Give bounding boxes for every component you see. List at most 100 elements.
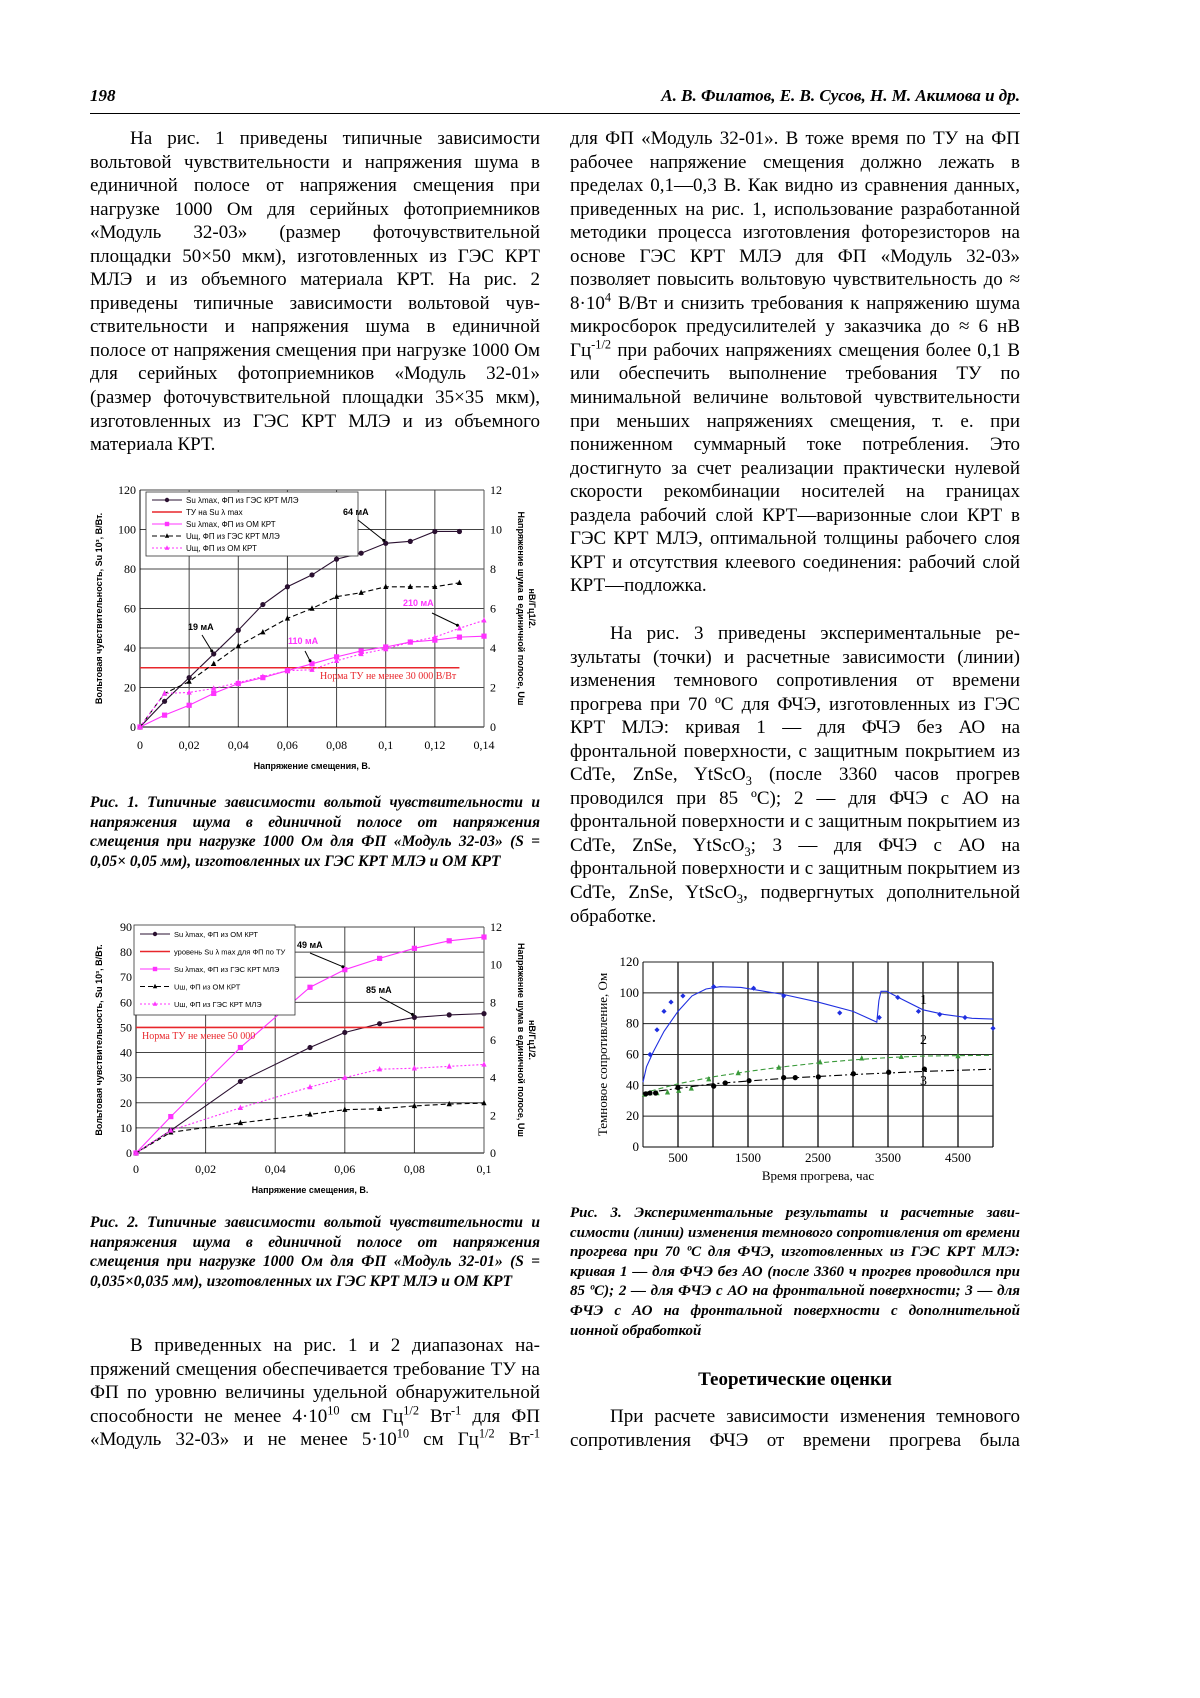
data-point-circle xyxy=(152,931,158,937)
data-point-triangle xyxy=(411,1102,417,1109)
data-point-triangle xyxy=(481,617,487,623)
text-run: В/Вт и снизить требо­вания к напряжению … xyxy=(570,292,1020,361)
data-point-triangle xyxy=(859,1055,865,1061)
data-point-triangle xyxy=(776,1064,782,1070)
data-point-triangle xyxy=(377,1065,383,1072)
series-line xyxy=(642,1068,994,1094)
y-tick-label: 90 xyxy=(120,920,132,934)
data-point-triangle xyxy=(817,1059,823,1065)
superscript: 1/2 xyxy=(403,1403,420,1418)
data-point-circle xyxy=(456,528,463,535)
data-point-circle xyxy=(886,1069,892,1075)
superscript: -1 xyxy=(529,1426,541,1441)
header-divider xyxy=(90,113,1020,114)
data-point-circle xyxy=(307,1044,313,1051)
data-point-circle xyxy=(235,627,241,633)
data-point-circle xyxy=(781,1075,787,1081)
annotation-arrow xyxy=(304,650,311,662)
y2-tick-label: 0 xyxy=(490,720,496,734)
y-tick-label: 20 xyxy=(124,681,136,695)
data-point-triangle xyxy=(898,1053,904,1060)
data-point-triangle xyxy=(137,723,143,730)
x-tick-label: 0 xyxy=(137,738,143,752)
text-run: При расчете зависимости изменения темнов… xyxy=(570,1406,1020,1451)
legend-label: Uщ, ФП из ОМ КРТ xyxy=(186,544,257,553)
x-tick-label: 0,06 xyxy=(334,1162,355,1176)
curve-label: 1 xyxy=(920,993,927,1008)
data-point-triangle xyxy=(333,657,340,664)
data-point-triangle xyxy=(284,667,291,673)
data-point-triangle xyxy=(152,983,158,989)
data-point-triangle xyxy=(152,1001,158,1006)
data-point-triangle xyxy=(358,650,364,657)
data-point-diamond xyxy=(654,1027,660,1033)
y2-tick-label: 10 xyxy=(490,958,502,972)
data-point-circle xyxy=(260,601,266,608)
data-point-triangle xyxy=(133,1149,139,1156)
y2-axis-title: Напряжение шума в единичной полосе, Uш xyxy=(516,943,526,1137)
data-point-triangle xyxy=(735,1069,741,1076)
annotation-label: 64 мА xyxy=(343,507,369,517)
data-point-diamond xyxy=(876,1014,882,1021)
data-point-triangle xyxy=(481,1061,487,1067)
data-point-circle xyxy=(432,528,438,535)
series-line xyxy=(642,1054,994,1094)
data-point-square xyxy=(432,637,438,643)
annotation-label: Норма ТУ не менее 50 000 xyxy=(142,1031,255,1042)
series-line xyxy=(139,530,460,728)
x-tick-label: 0,08 xyxy=(404,1162,425,1176)
data-point-square xyxy=(237,1044,243,1051)
y-tick-label: 40 xyxy=(124,641,136,655)
data-point-triangle xyxy=(688,1085,694,1091)
text-run: ; 3 — для ФЧЭ с АО на фронтальной поверх… xyxy=(570,834,1021,904)
y-axis-title: Темновое сопротивление, Ом xyxy=(595,973,610,1136)
y-tick-label: 20 xyxy=(626,1108,639,1123)
y2-tick-label: 12 xyxy=(490,920,502,934)
data-point-triangle xyxy=(955,1052,961,1059)
figure-2-chart: 0 0,02 0,04 0,06 0,08 0,1 0 10 20 30 40 50 60 70 80 90 0… xyxy=(94,920,537,1195)
data-point-circle xyxy=(164,497,170,503)
data-point-triangle xyxy=(456,625,463,631)
paragraph-2: В приведенных на рис. 1 и 2 диапазонах н… xyxy=(90,1334,540,1452)
annotation-arrowhead xyxy=(341,965,345,969)
x-tick-label: 500 xyxy=(668,1150,688,1165)
legend-label: Su λmax, ФП из ОМ КРТ xyxy=(174,930,258,939)
y2-tick-label: 4 xyxy=(490,1071,496,1085)
figure-1-caption: Рис. 1. Типичные зависимости вольтой чув… xyxy=(90,794,540,870)
x-tick-label: 4500 xyxy=(945,1150,971,1165)
data-point-triangle xyxy=(186,689,192,695)
data-point-square xyxy=(211,690,217,697)
annotation-label: Норма ТУ не менее 30 000 В/Вт xyxy=(320,671,457,682)
legend-box xyxy=(133,924,296,1016)
data-point-triangle xyxy=(446,1100,452,1107)
data-point-triangle xyxy=(333,593,340,599)
y2-axis-title: нВ/Гц1/2. xyxy=(527,1020,537,1060)
data-point-triangle xyxy=(284,615,291,621)
text-run: для ФП «Модуль 32-01». В тоже время по Т… xyxy=(570,128,1020,314)
data-point-square xyxy=(456,634,463,640)
data-point-diamond xyxy=(668,999,674,1005)
data-point-triangle xyxy=(432,633,438,640)
annotation-arrowhead xyxy=(308,659,312,663)
legend-label: ТУ на Su λ max xyxy=(186,508,243,517)
legend-label: Uш, ФП из ОМ КРТ xyxy=(174,983,241,992)
data-point-circle xyxy=(161,698,168,704)
data-point-triangle xyxy=(676,1087,682,1093)
data-point-circle xyxy=(237,1078,243,1085)
superscript: 4 xyxy=(604,290,611,305)
data-point-triangle xyxy=(309,605,315,611)
data-point-circle xyxy=(675,1085,681,1091)
data-point-circle xyxy=(309,572,315,578)
data-point-circle xyxy=(643,1091,649,1097)
y-tick-label: 60 xyxy=(626,1047,639,1062)
data-point-circle xyxy=(711,1083,717,1089)
y-axis-title: Вольтовая чувствительность, Su 10³, В/Вт… xyxy=(94,513,104,704)
data-point-triangle xyxy=(407,583,413,589)
y2-tick-label: 2 xyxy=(490,1108,496,1122)
data-point-diamond xyxy=(837,1010,843,1016)
data-point-circle xyxy=(333,556,340,562)
series-line xyxy=(139,582,460,728)
data-point-diamond xyxy=(915,1008,922,1014)
y2-axis-title: нВ/Гц1/2. xyxy=(527,588,537,628)
data-point-triangle xyxy=(260,673,266,679)
